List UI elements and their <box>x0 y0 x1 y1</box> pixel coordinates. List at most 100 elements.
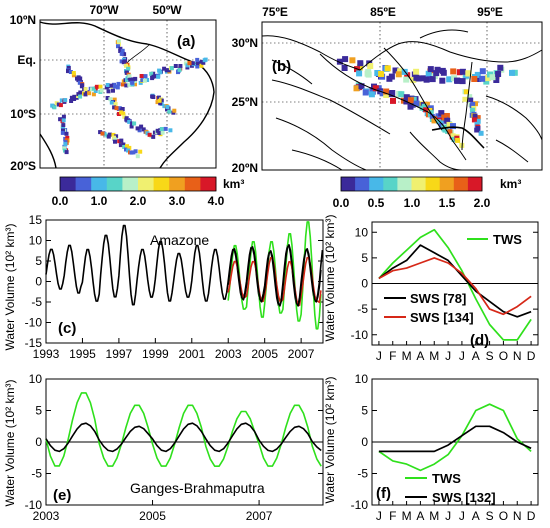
wetland-cell <box>196 61 200 66</box>
wetland-cell <box>358 83 365 90</box>
e-ylabel: Water Volume (10² km³) <box>3 380 17 507</box>
wetland-cell <box>429 114 435 119</box>
series-line-tws <box>378 228 532 341</box>
wetland-cell <box>415 75 422 82</box>
wetland-cell <box>111 88 115 93</box>
month-tick-label: F <box>389 509 396 523</box>
wetland-cell <box>478 130 484 136</box>
x-tick-label: 1997 <box>106 347 133 361</box>
wetland-cell <box>122 145 127 149</box>
wetland-cell <box>133 149 138 154</box>
a-colorbar <box>59 176 217 192</box>
wetland-cell <box>117 106 122 111</box>
month-tick-label: J <box>376 509 382 523</box>
wetland-cell <box>112 84 117 89</box>
wetland-cell <box>109 100 114 105</box>
wetland-cell <box>472 113 478 119</box>
sws-line <box>45 422 322 453</box>
month-tick-label: J <box>445 349 451 363</box>
month-tick-label: S <box>486 349 494 363</box>
wetland-cell <box>108 97 113 102</box>
wetland-cell <box>121 111 126 116</box>
colorbar-swatch <box>200 177 217 191</box>
wetland-cell <box>105 83 110 87</box>
y-tick-label: 5 <box>35 404 42 418</box>
wetland-cell <box>429 76 436 83</box>
wetland-cell <box>156 74 161 79</box>
wetland-cell <box>80 83 85 88</box>
wetland-cell <box>121 60 126 65</box>
b-lon-tick-85e: 85ºE <box>370 5 396 19</box>
y-tick-label: -5 <box>357 467 368 481</box>
wetland-cell <box>165 107 169 112</box>
wetland-cell <box>65 135 70 140</box>
wetland-cell <box>463 89 469 95</box>
colorbar-swatch <box>91 177 108 191</box>
a-lon-tick-70w: 70ºW <box>89 3 119 17</box>
wetland-cell <box>104 85 109 90</box>
colorbar-swatch <box>75 177 92 191</box>
wetland-cell <box>155 128 160 133</box>
x-tick-label: 2005 <box>139 509 166 523</box>
f-ylabel: Water Volume (10² km³) <box>323 377 337 504</box>
wetland-cell <box>135 154 140 159</box>
wetland-cell <box>121 142 126 147</box>
colorbar-swatch <box>383 177 398 191</box>
panel-b-label: (b) <box>272 58 291 75</box>
wetland-cell <box>433 70 440 77</box>
wetland-cell <box>475 118 481 124</box>
panel-f-label: (f) <box>376 485 391 502</box>
wetland-cell <box>68 70 73 74</box>
tws-line <box>45 392 322 468</box>
wetland-cell <box>93 89 98 93</box>
wetland-cell <box>116 44 120 49</box>
wetland-cell <box>195 64 200 69</box>
month-tick-label: M <box>429 509 439 523</box>
wetland-cell <box>372 85 379 92</box>
wetland-cell <box>98 130 103 135</box>
f-legend-tws: TWS <box>432 471 461 486</box>
wetland-cell <box>126 66 131 71</box>
y-tick-label: 5 <box>361 404 368 418</box>
wetland-cell <box>58 103 63 108</box>
wetland-cell <box>78 94 83 99</box>
wetland-cell <box>100 131 105 136</box>
wetland-cell <box>56 102 61 107</box>
month-tick-label: O <box>499 349 508 363</box>
b-cb-tick-0: 0.0 <box>333 196 350 210</box>
wetland-cell <box>187 61 192 66</box>
wetland-cell <box>341 65 348 71</box>
b-lon-tick-75e: 75ºE <box>262 5 288 19</box>
wetland-cell <box>64 131 69 136</box>
wetland-cell <box>71 73 76 78</box>
wetland-cell <box>474 121 480 127</box>
wetland-cell <box>54 101 59 106</box>
y-tick-label: 0 <box>35 435 42 449</box>
wetland-cell <box>158 101 163 106</box>
a-lat-tick-10n: 10ºN <box>10 13 36 27</box>
wetland-cell <box>155 100 160 105</box>
colorbar-swatch <box>169 177 186 191</box>
wetland-cell <box>353 85 360 92</box>
y-tick-label: 0 <box>361 277 368 291</box>
y-tick-label: 15 <box>29 213 43 227</box>
wetland-cell <box>474 71 481 78</box>
wetland-cell <box>468 97 474 103</box>
wetland-cell <box>362 89 369 96</box>
wetland-cell <box>465 70 472 77</box>
wetland-cell <box>384 65 391 72</box>
a-cb-tick-4: 4.0 <box>208 194 225 208</box>
wetland-cell <box>116 39 121 44</box>
wetland-cell <box>117 139 122 144</box>
wetland-cell <box>61 123 66 128</box>
y-tick-label: -5 <box>31 295 42 309</box>
wetland-cell <box>62 146 66 151</box>
wetland-cell <box>158 70 163 75</box>
wetland-cell <box>447 129 453 135</box>
wetland-cell <box>357 60 364 67</box>
colorbar-swatch <box>467 177 483 191</box>
a-cb-unit: km³ <box>223 177 244 191</box>
d-legend-sws78: SWS [78] <box>410 291 466 306</box>
wetland-cell <box>470 107 475 113</box>
